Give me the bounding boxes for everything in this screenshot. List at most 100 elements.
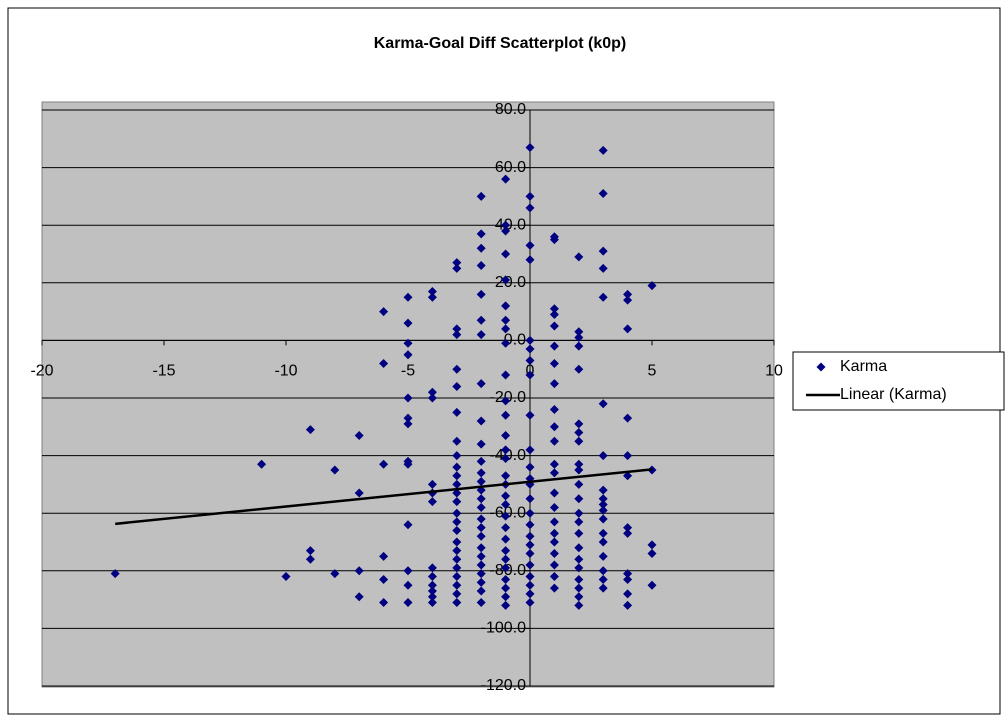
point bbox=[403, 393, 413, 403]
point bbox=[574, 436, 584, 446]
point bbox=[403, 292, 413, 302]
point bbox=[452, 330, 462, 340]
legend-box bbox=[792, 351, 1005, 411]
point bbox=[525, 560, 535, 570]
point bbox=[330, 465, 340, 475]
point bbox=[549, 560, 559, 570]
point bbox=[476, 229, 486, 239]
point bbox=[549, 379, 559, 389]
x-tick-label: 5 bbox=[648, 363, 657, 380]
point bbox=[574, 419, 584, 429]
trend-line bbox=[115, 468, 653, 526]
point bbox=[305, 554, 315, 564]
point bbox=[598, 451, 608, 461]
point bbox=[598, 145, 608, 155]
point bbox=[574, 459, 584, 469]
point bbox=[427, 572, 437, 582]
point bbox=[427, 592, 437, 602]
point bbox=[476, 315, 486, 325]
point bbox=[623, 528, 633, 538]
point bbox=[647, 540, 657, 550]
point bbox=[574, 554, 584, 564]
point bbox=[647, 580, 657, 590]
point bbox=[427, 497, 437, 507]
point bbox=[525, 410, 535, 420]
point bbox=[403, 580, 413, 590]
point bbox=[305, 546, 315, 556]
point bbox=[476, 330, 486, 340]
point bbox=[525, 191, 535, 201]
point bbox=[403, 318, 413, 328]
point bbox=[549, 405, 559, 415]
point bbox=[452, 517, 462, 527]
point bbox=[403, 520, 413, 530]
point bbox=[623, 523, 633, 533]
point bbox=[525, 356, 535, 366]
point bbox=[501, 563, 511, 573]
legend-label: Linear (Karma) bbox=[840, 386, 947, 403]
point bbox=[525, 508, 535, 518]
point bbox=[427, 597, 437, 607]
point bbox=[501, 523, 511, 533]
point bbox=[525, 255, 535, 265]
point bbox=[476, 543, 486, 553]
x-tick-label: -15 bbox=[152, 363, 175, 380]
point bbox=[427, 586, 437, 596]
point bbox=[427, 563, 437, 573]
point bbox=[525, 580, 535, 590]
point bbox=[452, 572, 462, 582]
point bbox=[427, 479, 437, 489]
point bbox=[549, 422, 559, 432]
point bbox=[501, 600, 511, 610]
point bbox=[525, 494, 535, 504]
point bbox=[330, 569, 340, 579]
point bbox=[354, 488, 364, 498]
point bbox=[501, 546, 511, 556]
point bbox=[476, 586, 486, 596]
point bbox=[452, 462, 462, 472]
point bbox=[476, 416, 486, 426]
point bbox=[525, 462, 535, 472]
point bbox=[452, 546, 462, 556]
point bbox=[476, 379, 486, 389]
point bbox=[525, 240, 535, 250]
point bbox=[623, 600, 633, 610]
point bbox=[501, 491, 511, 501]
point bbox=[598, 485, 608, 495]
point bbox=[403, 350, 413, 360]
point bbox=[598, 399, 608, 409]
point bbox=[574, 508, 584, 518]
point bbox=[476, 577, 486, 587]
point bbox=[452, 479, 462, 489]
point bbox=[598, 528, 608, 538]
point bbox=[574, 592, 584, 602]
legend-swatch bbox=[816, 362, 826, 372]
point bbox=[354, 566, 364, 576]
point bbox=[452, 407, 462, 417]
point bbox=[501, 500, 511, 510]
point bbox=[525, 445, 535, 455]
point bbox=[549, 549, 559, 559]
point bbox=[574, 528, 584, 538]
point bbox=[501, 226, 511, 236]
point bbox=[379, 551, 389, 561]
point bbox=[427, 387, 437, 397]
point bbox=[427, 286, 437, 296]
point bbox=[379, 358, 389, 368]
point bbox=[501, 324, 511, 334]
point bbox=[647, 281, 657, 291]
y-tick-label: 20.0 bbox=[495, 274, 526, 291]
point bbox=[549, 459, 559, 469]
point bbox=[501, 275, 511, 285]
point bbox=[501, 583, 511, 593]
point bbox=[501, 534, 511, 544]
point bbox=[574, 333, 584, 343]
point bbox=[598, 551, 608, 561]
point bbox=[110, 569, 120, 579]
point bbox=[574, 364, 584, 374]
point bbox=[476, 439, 486, 449]
point bbox=[501, 410, 511, 420]
point bbox=[574, 563, 584, 573]
point bbox=[501, 453, 511, 463]
